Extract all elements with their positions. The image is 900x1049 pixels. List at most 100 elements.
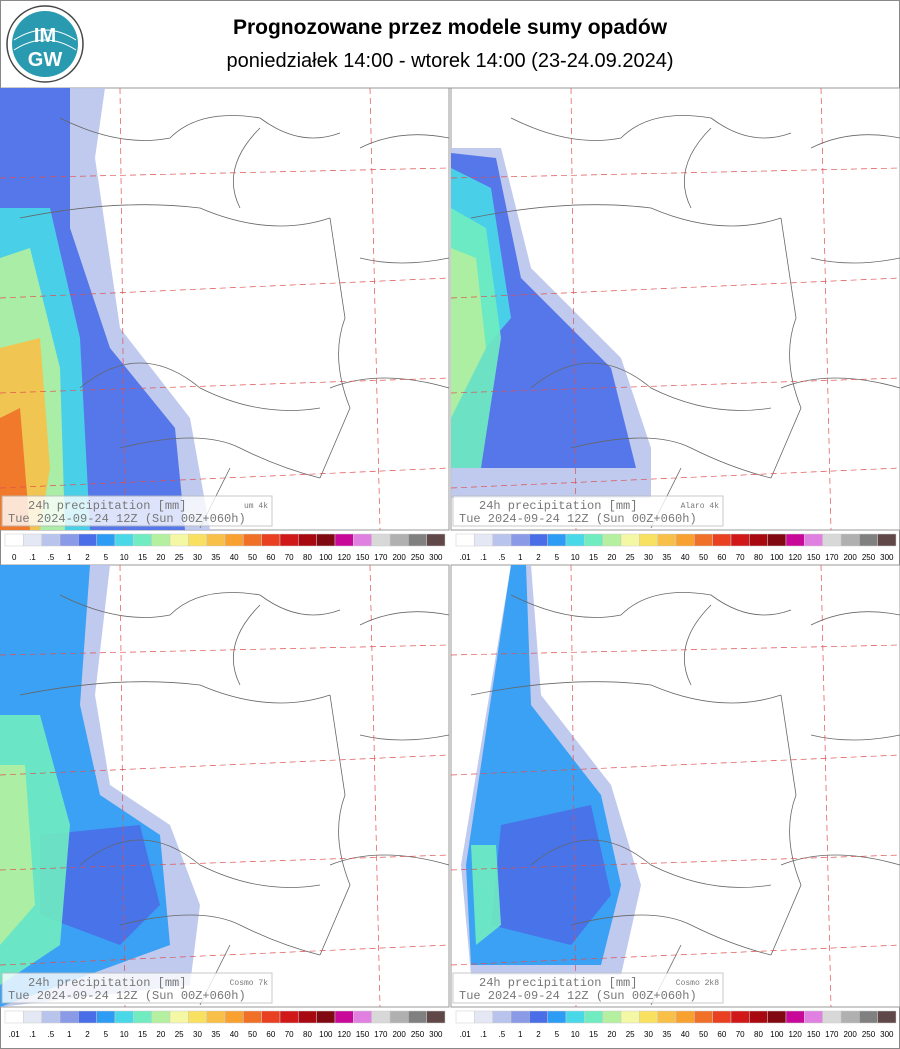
scale-label: .1 <box>480 553 487 562</box>
scale-label: 30 <box>644 1030 653 1039</box>
scale-label: 250 <box>862 553 876 562</box>
scale-box <box>371 533 391 547</box>
scale-box <box>767 533 787 547</box>
graticule <box>0 467 450 489</box>
scale-box <box>455 533 475 547</box>
scale-label: .5 <box>498 553 505 562</box>
scale-box <box>4 1010 24 1024</box>
scale-label: 35 <box>662 553 671 562</box>
scale-box <box>510 1010 530 1024</box>
precip-area <box>471 845 501 945</box>
scale-box <box>639 533 658 547</box>
scale-box <box>261 533 281 547</box>
scale-label: .1 <box>29 1030 36 1039</box>
precip-area <box>491 805 611 945</box>
scale-box <box>224 533 244 547</box>
valid-time: Tue 2024-09-24 12Z (Sun 00Z+060h) <box>459 512 697 526</box>
scale-label: 50 <box>699 553 708 562</box>
scale-box <box>675 533 695 547</box>
scale-box <box>243 533 262 547</box>
scale-box <box>822 533 842 547</box>
scale-label: .01 <box>460 1030 472 1039</box>
scale-box <box>41 1010 61 1024</box>
scale-box <box>133 533 152 547</box>
scale-label: 2 <box>536 553 541 562</box>
scale-label: 1 <box>67 553 72 562</box>
scale-label: 120 <box>337 1030 351 1039</box>
scale-label: 150 <box>807 1030 821 1039</box>
scale-label: 20 <box>156 553 165 562</box>
title: Prognozowane przez modele sumy opadów <box>233 16 668 39</box>
scale-label: 10 <box>571 1030 580 1039</box>
scale-box <box>455 1010 475 1024</box>
scale-label: 70 <box>736 1030 745 1039</box>
graticule <box>0 944 450 966</box>
scale-box <box>492 533 512 547</box>
scale-box <box>712 1010 732 1024</box>
info-box <box>1 495 273 527</box>
scale-box <box>41 533 61 547</box>
scale-box <box>474 1010 493 1024</box>
info-label: 24h precipitation [mm] <box>479 976 637 990</box>
scale-box <box>840 1010 860 1024</box>
graticule <box>450 167 900 179</box>
scale-label: 1 <box>67 1030 72 1039</box>
valid-time: Tue 2024-09-24 12Z (Sun 00Z+060h) <box>8 989 246 1003</box>
scale-label: 170 <box>374 1030 388 1039</box>
scale-label: 5 <box>104 1030 109 1039</box>
scale-box <box>279 533 299 547</box>
info-label: 24h precipitation [mm] <box>28 499 186 513</box>
graticule <box>450 944 900 966</box>
scale-label: 70 <box>285 1030 294 1039</box>
scale-box <box>492 1010 512 1024</box>
scale-box <box>565 1010 585 1024</box>
scale-box <box>371 1010 391 1024</box>
scale-box <box>389 1010 409 1024</box>
scale-box <box>749 533 768 547</box>
scale-label: 150 <box>356 1030 370 1039</box>
scale-label: 120 <box>788 553 802 562</box>
scale-label: 70 <box>285 553 294 562</box>
scale-box <box>694 1010 713 1024</box>
scale-label: 100 <box>319 1030 333 1039</box>
scale-label: 250 <box>411 553 425 562</box>
scale-label: 30 <box>193 553 202 562</box>
scale-box <box>169 533 189 547</box>
logo-bottom: GW <box>28 49 63 71</box>
scale-label: 80 <box>303 1030 312 1039</box>
scale-box <box>620 1010 640 1024</box>
scale-box <box>639 1010 658 1024</box>
scale-label: .1 <box>29 553 36 562</box>
scale-box <box>822 1010 842 1024</box>
scale-label: 300 <box>429 553 443 562</box>
precip-area <box>40 825 160 945</box>
info-label: 24h precipitation [mm] <box>28 976 186 990</box>
scale-box <box>730 533 750 547</box>
scale-box <box>602 533 622 547</box>
scale-label: 20 <box>607 553 616 562</box>
scale-label: 120 <box>337 553 351 562</box>
scale-box <box>23 533 42 547</box>
scale-box <box>353 1010 372 1024</box>
scale-box <box>804 1010 823 1024</box>
scale-box <box>584 1010 603 1024</box>
scale-box <box>859 533 878 547</box>
scale-label: 15 <box>138 1030 147 1039</box>
scale-box <box>133 1010 152 1024</box>
scale-box <box>298 1010 317 1024</box>
graticule <box>119 87 126 531</box>
scale-label: 100 <box>770 1030 784 1039</box>
scale-label: 300 <box>880 553 894 562</box>
scale-box <box>657 1010 677 1024</box>
info-box <box>1 972 273 1004</box>
scale-box <box>188 533 207 547</box>
scale-label: 60 <box>717 553 726 562</box>
scale-label: 2 <box>85 553 90 562</box>
scale-label: 5 <box>555 1030 560 1039</box>
scale-box <box>4 533 24 547</box>
scale-label: 200 <box>392 553 406 562</box>
scale-label: 10 <box>571 553 580 562</box>
info-box <box>452 972 724 1004</box>
